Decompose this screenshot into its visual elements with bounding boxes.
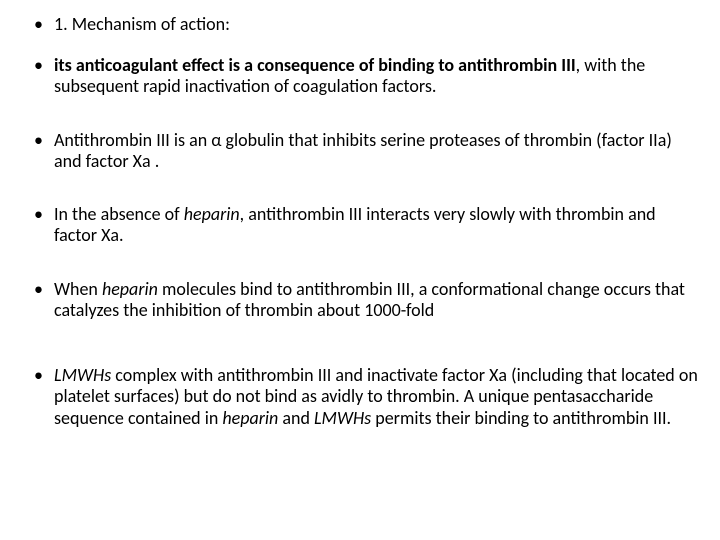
bullet-italic-heparin: heparin: [184, 203, 240, 225]
bullet-item-2: its anticoagulant effect is a consequenc…: [20, 55, 700, 97]
bullet-item-3: Antithrombin III is an α globulin that i…: [20, 130, 700, 172]
bullet-item-1: 1. Mechanism of action:: [20, 14, 700, 35]
bullet-text-part1: In the absence of: [54, 203, 184, 225]
bullet-text-part3: permits their binding to antithrombin II…: [371, 407, 671, 429]
bullet-italic-lmwhs: LMWHs: [54, 364, 111, 386]
bullet-bold-text: its anticoagulant effect is a consequenc…: [54, 54, 576, 76]
bullet-item-5: When heparin molecules bind to antithrom…: [20, 279, 700, 321]
bullet-text-part1: When: [54, 278, 102, 300]
bullet-text: Antithrombin III is an α globulin that i…: [54, 129, 672, 172]
bullet-list: 1. Mechanism of action: its anticoagulan…: [20, 14, 700, 429]
bullet-item-6: LMWHs complex with antithrombin III and …: [20, 365, 700, 429]
bullet-italic-heparin: heparin: [102, 278, 158, 300]
bullet-text: 1. Mechanism of action:: [54, 13, 230, 35]
bullet-italic-heparin: heparin: [222, 407, 278, 429]
bullet-item-4: In the absence of heparin, antithrombin …: [20, 204, 700, 246]
bullet-text-part2: and: [278, 407, 314, 429]
slide: 1. Mechanism of action: its anticoagulan…: [0, 0, 720, 540]
bullet-italic-lmwhs-2: LMWHs: [314, 407, 371, 429]
